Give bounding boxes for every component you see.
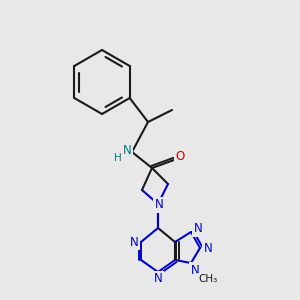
Text: N: N — [154, 199, 164, 212]
Text: N: N — [194, 223, 202, 236]
Text: H: H — [114, 156, 122, 166]
Text: N: N — [130, 236, 138, 248]
Text: N: N — [123, 143, 131, 157]
Text: N: N — [154, 272, 162, 286]
Text: N: N — [120, 148, 128, 161]
Text: N: N — [190, 263, 200, 277]
Text: H: H — [114, 153, 122, 163]
Text: O: O — [176, 151, 184, 164]
Text: N: N — [204, 242, 212, 254]
Text: CH₃: CH₃ — [198, 274, 218, 284]
